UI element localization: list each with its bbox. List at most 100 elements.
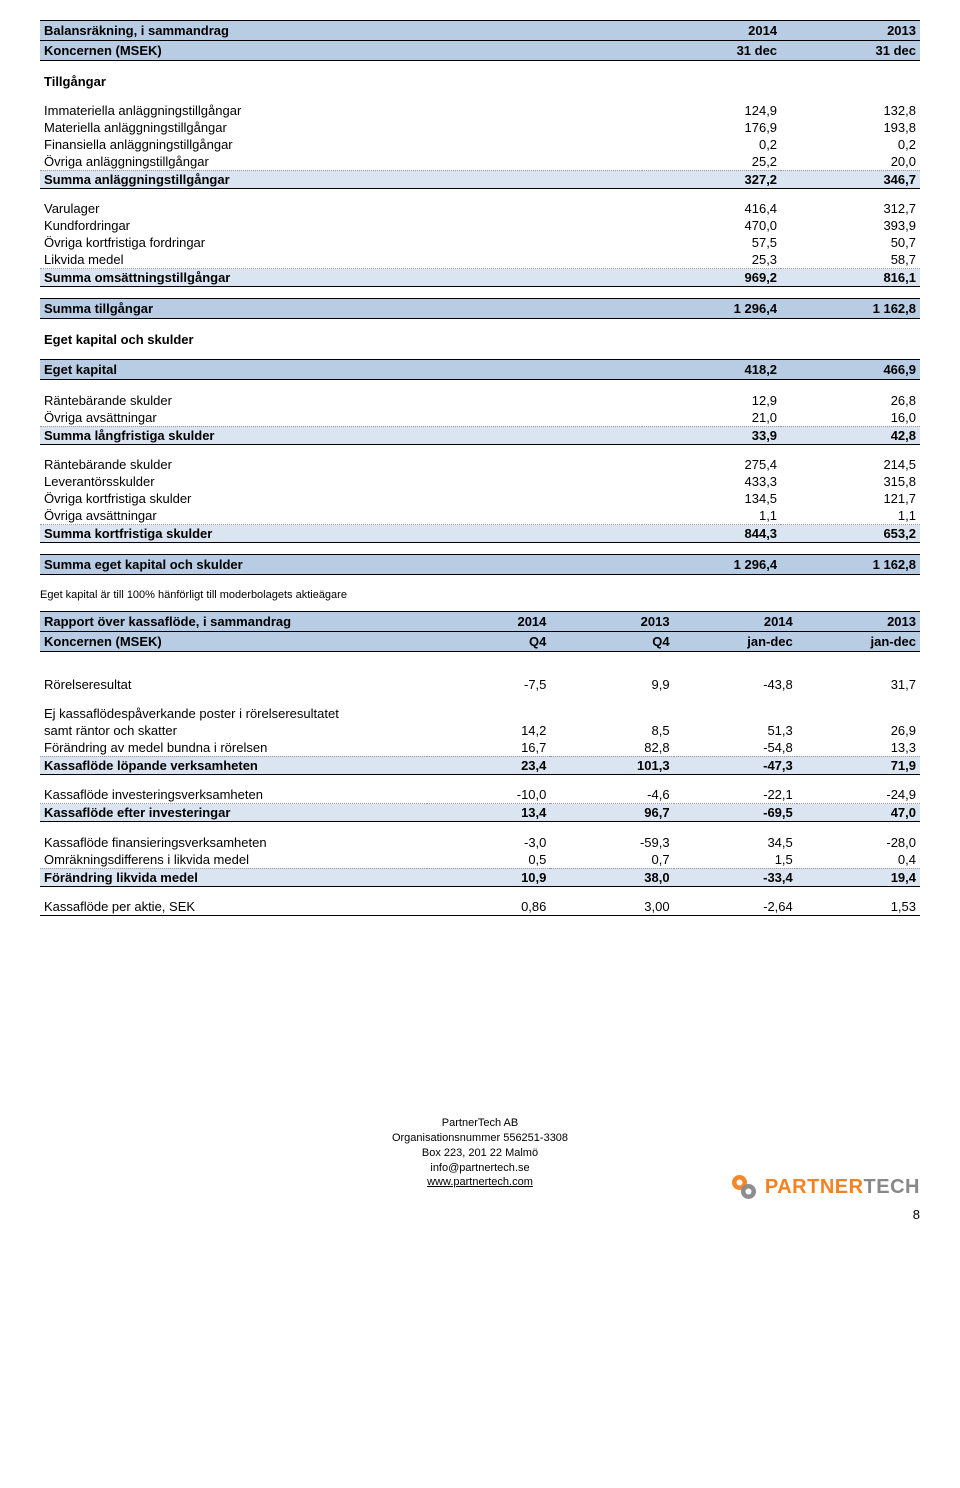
sum-fin-label: Förändring likvida medel bbox=[40, 868, 427, 886]
table-row-label: Övriga avsättningar bbox=[40, 507, 642, 525]
table-cell: 176,9 bbox=[642, 119, 781, 136]
cashflow-table: Rapport över kassaflöde, i sammandrag 20… bbox=[40, 611, 920, 916]
table-cell: 214,5 bbox=[781, 456, 920, 473]
table-row-label: Materiella anläggningstillgångar bbox=[40, 119, 642, 136]
table-row-label: Övriga kortfristiga skulder bbox=[40, 490, 642, 507]
footer-orgnr: Organisationsnummer 556251-3308 bbox=[40, 1131, 920, 1146]
table-cell: 124,9 bbox=[642, 102, 781, 119]
table-cell: -2,64 bbox=[674, 898, 797, 916]
table-cell: 0,7 bbox=[550, 851, 673, 869]
table-cell: 23,4 bbox=[427, 756, 550, 774]
table-row-label: samt räntor och skatter bbox=[40, 722, 427, 739]
table-cell: -7,5 bbox=[427, 676, 550, 693]
table-cell: 1 162,8 bbox=[781, 555, 920, 575]
partnertech-logo: PARTNERTECH bbox=[729, 1172, 920, 1202]
sum-short-label: Summa kortfristiga skulder bbox=[40, 525, 642, 543]
table-cell: 0,4 bbox=[797, 851, 920, 869]
table-cell: 96,7 bbox=[550, 804, 673, 822]
table-cell: 16,7 bbox=[427, 739, 550, 757]
table-cell: 25,2 bbox=[642, 153, 781, 171]
table-header: 2014 bbox=[674, 612, 797, 632]
table-cell: -22,1 bbox=[674, 786, 797, 804]
logo-text-2: TECH bbox=[864, 1176, 920, 1198]
table-cell: 816,1 bbox=[781, 269, 920, 287]
table-row-label: Immateriella anläggningstillgångar bbox=[40, 102, 642, 119]
table-cell: 82,8 bbox=[550, 739, 673, 757]
table-cell: 0,5 bbox=[427, 851, 550, 869]
table-cell: -24,9 bbox=[797, 786, 920, 804]
table-cell: 466,9 bbox=[781, 360, 920, 380]
table-cell: 14,2 bbox=[427, 722, 550, 739]
table-cell: 393,9 bbox=[781, 217, 920, 234]
table-cell: 327,2 bbox=[642, 170, 781, 188]
table-row-label: Förändring av medel bundna i rörelsen bbox=[40, 739, 427, 757]
balance-date-2: 31 dec bbox=[781, 41, 920, 61]
table-cell: 101,3 bbox=[550, 756, 673, 774]
table-cell: 132,8 bbox=[781, 102, 920, 119]
table-cell: -28,0 bbox=[797, 834, 920, 851]
table-cell: 1,5 bbox=[674, 851, 797, 869]
table-cell: -69,5 bbox=[674, 804, 797, 822]
table-cell: 315,8 bbox=[781, 473, 920, 490]
table-cell: 0,86 bbox=[427, 898, 550, 916]
table-cell: 275,4 bbox=[642, 456, 781, 473]
balance-year-1: 2014 bbox=[642, 21, 781, 41]
table-subheader: jan-dec bbox=[797, 632, 920, 652]
sum-inv-label: Kassaflöde efter investeringar bbox=[40, 804, 427, 822]
equity-heading: Eget kapital och skulder bbox=[40, 331, 642, 348]
table-cell: 71,9 bbox=[797, 756, 920, 774]
sum-fixed-label: Summa anläggningstillgångar bbox=[40, 170, 642, 188]
table-cell: 1,1 bbox=[642, 507, 781, 525]
table-cell: 1,1 bbox=[781, 507, 920, 525]
cashflow-title-2: Koncernen (MSEK) bbox=[40, 632, 427, 652]
table-cell: 12,9 bbox=[642, 392, 781, 409]
table-cell: 38,0 bbox=[550, 868, 673, 886]
table-cell: 969,2 bbox=[642, 269, 781, 287]
sum-current-label: Summa omsättningstillgångar bbox=[40, 269, 642, 287]
table-cell: 19,4 bbox=[797, 868, 920, 886]
table-cell: 58,7 bbox=[781, 251, 920, 269]
table-header: 2013 bbox=[550, 612, 673, 632]
gear-icon bbox=[729, 1172, 759, 1202]
table-cell: 433,3 bbox=[642, 473, 781, 490]
table-cell: 470,0 bbox=[642, 217, 781, 234]
table-cell: 25,3 bbox=[642, 251, 781, 269]
table-cell: -59,3 bbox=[550, 834, 673, 851]
table-cell: 8,5 bbox=[550, 722, 673, 739]
table-cell: 134,5 bbox=[642, 490, 781, 507]
table-row-label: Kassaflöde finansieringsverksamheten bbox=[40, 834, 427, 851]
equity-label: Eget kapital bbox=[40, 360, 642, 380]
cashflow-title-1: Rapport över kassaflöde, i sammandrag bbox=[40, 612, 427, 632]
table-row-label: Leverantörsskulder bbox=[40, 473, 642, 490]
table-cell: 13,3 bbox=[797, 739, 920, 757]
table-header: 2013 bbox=[797, 612, 920, 632]
balance-year-2: 2013 bbox=[781, 21, 920, 41]
table-cell: -3,0 bbox=[427, 834, 550, 851]
table-cell: 1,53 bbox=[797, 898, 920, 916]
table-cell: 418,2 bbox=[642, 360, 781, 380]
table-cell: 312,7 bbox=[781, 200, 920, 217]
table-cell: 416,4 bbox=[642, 200, 781, 217]
table-cell: -54,8 bbox=[674, 739, 797, 757]
table-cell: -33,4 bbox=[674, 868, 797, 886]
balance-sheet-table: Balansräkning, i sammandrag 2014 2013 Ko… bbox=[40, 20, 920, 575]
page-footer: PartnerTech AB Organisationsnummer 55625… bbox=[40, 1116, 920, 1206]
table-cell: 346,7 bbox=[781, 170, 920, 188]
table-row-label: Finansiella anläggningstillgångar bbox=[40, 136, 642, 153]
table-row-label: Övriga anläggningstillgångar bbox=[40, 153, 642, 171]
table-cell: 26,9 bbox=[797, 722, 920, 739]
balance-title-1: Balansräkning, i sammandrag bbox=[40, 21, 642, 41]
table-cell: 42,8 bbox=[781, 426, 920, 444]
table-cell: 653,2 bbox=[781, 525, 920, 543]
table-row-label: Kundfordringar bbox=[40, 217, 642, 234]
table-cell: 1 296,4 bbox=[642, 555, 781, 575]
table-row-label: Varulager bbox=[40, 200, 642, 217]
table-row-label: Övriga avsättningar bbox=[40, 409, 642, 427]
table-cell: 0,2 bbox=[642, 136, 781, 153]
table-subheader: jan-dec bbox=[674, 632, 797, 652]
table-cell: 0,2 bbox=[781, 136, 920, 153]
sum-op-label: Kassaflöde löpande verksamheten bbox=[40, 756, 427, 774]
table-cell: 9,9 bbox=[550, 676, 673, 693]
table-row-label: Räntebärande skulder bbox=[40, 392, 642, 409]
table-row-label: Kassaflöde investeringsverksamheten bbox=[40, 786, 427, 804]
